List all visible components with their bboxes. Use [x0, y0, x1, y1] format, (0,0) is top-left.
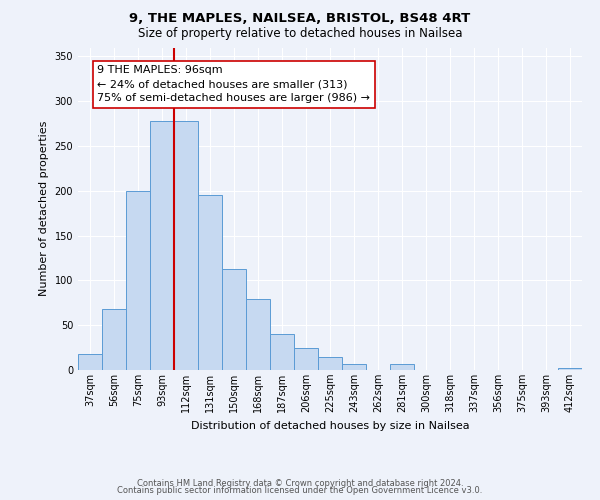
- X-axis label: Distribution of detached houses by size in Nailsea: Distribution of detached houses by size …: [191, 420, 469, 430]
- Bar: [102, 309, 126, 370]
- Text: Contains public sector information licensed under the Open Government Licence v3: Contains public sector information licen…: [118, 486, 482, 495]
- Bar: [78, 354, 102, 370]
- Bar: [318, 358, 342, 370]
- Bar: [342, 364, 366, 370]
- Bar: [198, 196, 222, 370]
- Y-axis label: Number of detached properties: Number of detached properties: [39, 121, 49, 296]
- Bar: [222, 269, 246, 370]
- Text: 9, THE MAPLES, NAILSEA, BRISTOL, BS48 4RT: 9, THE MAPLES, NAILSEA, BRISTOL, BS48 4R…: [130, 12, 470, 26]
- Bar: [150, 121, 174, 370]
- Bar: [126, 191, 150, 370]
- Text: Contains HM Land Registry data © Crown copyright and database right 2024.: Contains HM Land Registry data © Crown c…: [137, 478, 463, 488]
- Text: 9 THE MAPLES: 96sqm
← 24% of detached houses are smaller (313)
75% of semi-detac: 9 THE MAPLES: 96sqm ← 24% of detached ho…: [97, 66, 370, 104]
- Bar: [174, 121, 198, 370]
- Bar: [246, 299, 270, 370]
- Bar: [390, 364, 414, 370]
- Bar: [294, 348, 318, 370]
- Text: Size of property relative to detached houses in Nailsea: Size of property relative to detached ho…: [138, 28, 462, 40]
- Bar: [558, 368, 582, 370]
- Bar: [270, 334, 294, 370]
